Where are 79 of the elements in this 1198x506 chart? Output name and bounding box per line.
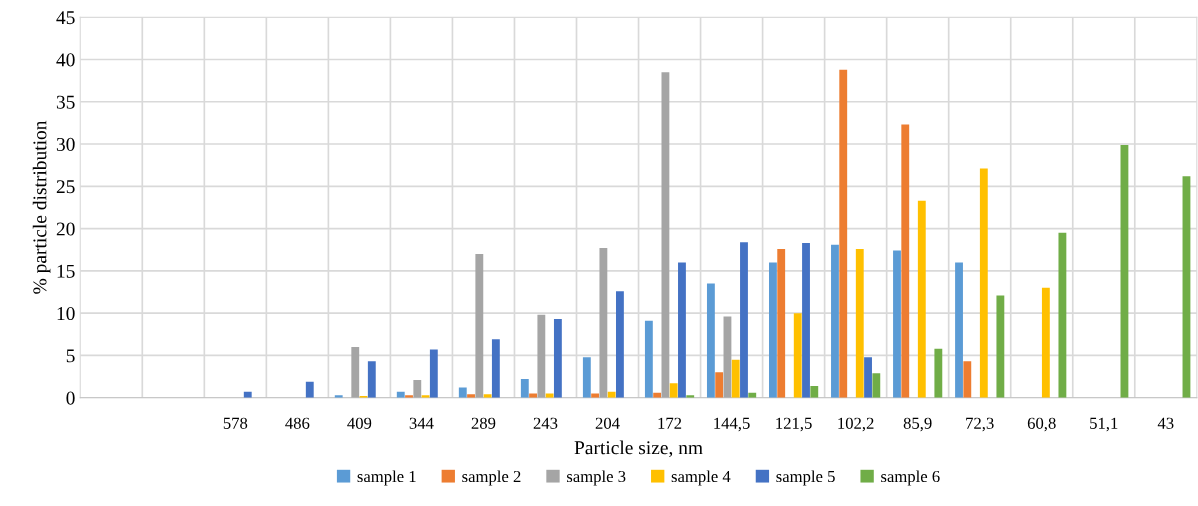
bar bbox=[529, 393, 538, 398]
bar bbox=[1058, 232, 1067, 398]
bar bbox=[831, 244, 839, 398]
legend-label: sample 2 bbox=[462, 470, 521, 486]
x-tick-label: 72,3 bbox=[966, 417, 994, 432]
bar bbox=[855, 248, 864, 398]
bar bbox=[793, 313, 802, 398]
x-tick-label: 344 bbox=[409, 417, 434, 429]
x-tick-label: 409 bbox=[347, 417, 372, 429]
bar bbox=[367, 361, 376, 398]
bar bbox=[706, 283, 715, 398]
bar bbox=[769, 262, 777, 398]
bar bbox=[901, 124, 910, 398]
bar bbox=[810, 385, 819, 398]
bar bbox=[669, 383, 678, 398]
y-tick-label: 25 bbox=[56, 180, 75, 194]
bar bbox=[715, 372, 724, 398]
x-tick-label: 85,9 bbox=[903, 417, 932, 432]
bar bbox=[839, 69, 848, 398]
bar bbox=[553, 319, 562, 398]
x-tick-label: 51,1 bbox=[1090, 417, 1118, 432]
legend-label: sample 4 bbox=[671, 470, 731, 486]
bar bbox=[475, 253, 484, 398]
bar bbox=[616, 291, 624, 398]
bar bbox=[545, 393, 554, 398]
bar bbox=[740, 242, 748, 398]
bar bbox=[458, 387, 467, 398]
x-tick-label: 43 bbox=[1157, 417, 1174, 429]
legend-label: sample 3 bbox=[567, 470, 626, 486]
x-tick-label: 121,5 bbox=[776, 417, 812, 432]
bar bbox=[955, 262, 963, 398]
bar bbox=[864, 357, 872, 398]
legend-label: sample 1 bbox=[357, 470, 416, 486]
y-tick-label: 35 bbox=[56, 95, 75, 109]
x-axis-title: Particle size, nm bbox=[574, 440, 703, 458]
x-tick-label: 289 bbox=[471, 417, 496, 429]
legend-label: sample 6 bbox=[881, 470, 940, 486]
bar bbox=[520, 379, 529, 398]
x-tick-label: 204 bbox=[595, 417, 620, 429]
x-tick-label: 144,5 bbox=[714, 417, 750, 432]
bar bbox=[537, 314, 546, 398]
y-axis-title: % particle distribution bbox=[32, 120, 51, 294]
bar bbox=[678, 262, 686, 398]
x-tick-label: 60,8 bbox=[1027, 417, 1056, 432]
x-tick-label: 243 bbox=[533, 417, 558, 429]
bar bbox=[661, 72, 670, 398]
y-tick-label: 40 bbox=[56, 53, 75, 67]
legend-label: sample 5 bbox=[776, 470, 835, 486]
bar bbox=[644, 320, 653, 398]
y-tick-label: 15 bbox=[57, 264, 75, 278]
bar bbox=[777, 248, 786, 398]
y-tick-label: 30 bbox=[56, 137, 75, 151]
y-tick-label: 5 bbox=[66, 349, 75, 363]
bar bbox=[963, 361, 972, 398]
x-tick-label: 486 bbox=[285, 417, 310, 429]
bar bbox=[917, 200, 926, 398]
x-tick-label: 102,2 bbox=[838, 417, 874, 432]
bar bbox=[934, 348, 943, 398]
bar bbox=[996, 295, 1005, 398]
y-tick-label: 10 bbox=[57, 306, 75, 321]
x-tick-label: 172 bbox=[658, 417, 682, 429]
bar bbox=[872, 373, 881, 398]
x-tick-label: 578 bbox=[223, 417, 248, 429]
bar bbox=[802, 242, 810, 398]
bar bbox=[305, 381, 314, 398]
bar bbox=[979, 168, 988, 398]
bar bbox=[893, 250, 901, 398]
bar bbox=[731, 359, 740, 398]
bar bbox=[591, 393, 600, 398]
bar bbox=[599, 248, 608, 398]
bar bbox=[413, 379, 422, 398]
bar bbox=[582, 357, 591, 398]
y-tick-label: 45 bbox=[56, 11, 75, 25]
y-tick-label: 0 bbox=[66, 391, 75, 405]
bar bbox=[429, 349, 438, 398]
y-tick-label: 20 bbox=[56, 222, 75, 236]
bar bbox=[1041, 287, 1050, 398]
bar bbox=[351, 346, 360, 398]
bar bbox=[491, 339, 500, 398]
